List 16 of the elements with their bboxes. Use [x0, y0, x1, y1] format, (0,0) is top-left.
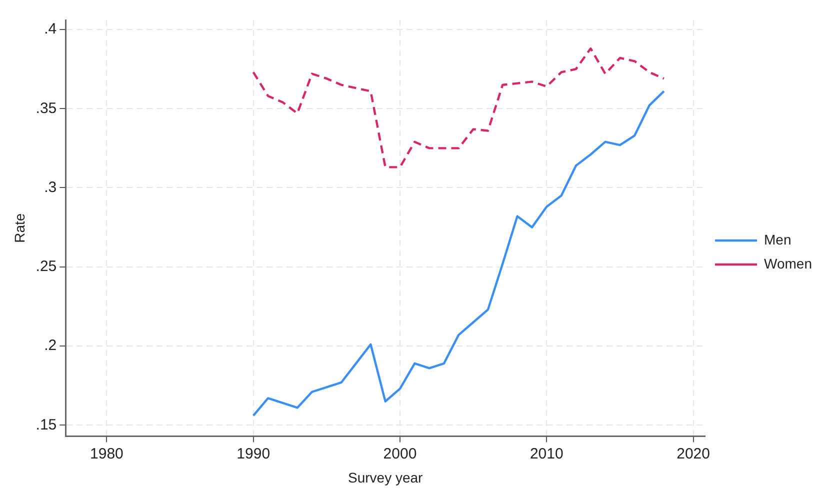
y-tick-label: .35: [36, 100, 57, 117]
x-tick-label: 1980: [90, 445, 124, 462]
x-tick-label: 1990: [236, 445, 270, 462]
y-tick-label: .3: [44, 178, 57, 196]
x-tick-label: 2000: [383, 445, 417, 462]
y-tick-label: .4: [44, 20, 57, 38]
y-axis-title: Rate: [11, 213, 28, 243]
y-tick-label: .2: [44, 337, 57, 354]
x-axis-title: Survey year: [348, 469, 424, 486]
y-tick-label: .25: [36, 258, 57, 276]
x-tick-label: 2020: [676, 445, 710, 462]
x-tick-label: 2010: [530, 445, 564, 462]
line-series: [252, 47, 666, 168]
legend-label: Men: [764, 231, 792, 248]
y-tick-label: .15: [36, 416, 57, 434]
legend-label: Women: [764, 255, 812, 272]
